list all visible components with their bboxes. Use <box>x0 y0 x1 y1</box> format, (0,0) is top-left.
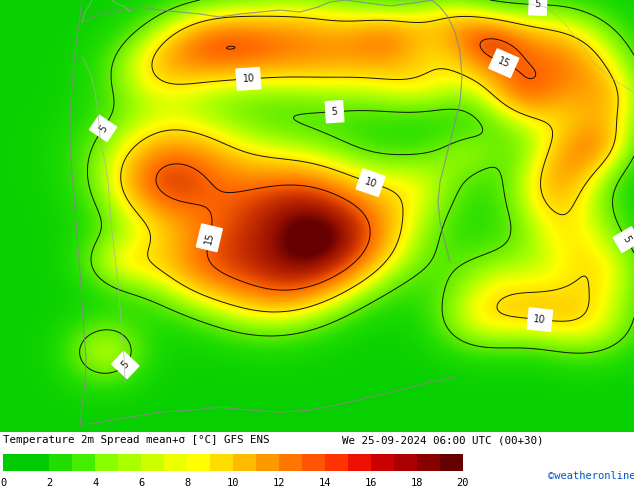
Text: 4: 4 <box>92 478 98 489</box>
Text: 6: 6 <box>138 478 144 489</box>
Text: 2: 2 <box>46 478 52 489</box>
Bar <box>302 454 325 471</box>
Bar <box>164 454 187 471</box>
Text: 5: 5 <box>331 106 338 117</box>
Bar <box>26 454 49 471</box>
Bar <box>325 454 348 471</box>
Bar <box>256 454 279 471</box>
Bar <box>72 454 95 471</box>
Bar <box>394 454 417 471</box>
Text: We 25-09-2024 06:00 UTC (00+30): We 25-09-2024 06:00 UTC (00+30) <box>342 435 544 445</box>
Text: 15: 15 <box>496 56 512 70</box>
Text: 12: 12 <box>273 478 285 489</box>
Bar <box>141 454 164 471</box>
Bar <box>440 454 463 471</box>
Bar <box>49 454 72 471</box>
Bar <box>279 454 302 471</box>
Text: 5: 5 <box>97 123 109 134</box>
Text: 5: 5 <box>120 359 131 371</box>
Bar <box>371 454 394 471</box>
Text: 8: 8 <box>184 478 190 489</box>
Text: 18: 18 <box>411 478 423 489</box>
Text: 10: 10 <box>533 314 547 325</box>
Text: 10: 10 <box>242 74 255 84</box>
Text: 14: 14 <box>319 478 331 489</box>
Text: 0: 0 <box>0 478 6 489</box>
Text: 10: 10 <box>227 478 239 489</box>
Bar <box>348 454 371 471</box>
Text: 5: 5 <box>621 234 633 245</box>
Bar <box>210 454 233 471</box>
Text: 20: 20 <box>456 478 469 489</box>
Bar <box>417 454 440 471</box>
Text: ©weatheronline.co.uk: ©weatheronline.co.uk <box>548 471 634 482</box>
Text: Temperature 2m Spread mean+σ [°C] GFS ENS: Temperature 2m Spread mean+σ [°C] GFS EN… <box>3 435 269 445</box>
Bar <box>118 454 141 471</box>
Text: 10: 10 <box>363 176 378 189</box>
Text: 5: 5 <box>534 0 541 10</box>
Text: 15: 15 <box>203 231 216 245</box>
Bar <box>3 454 26 471</box>
Bar <box>95 454 118 471</box>
Text: 16: 16 <box>365 478 377 489</box>
Bar <box>233 454 256 471</box>
Bar <box>187 454 210 471</box>
